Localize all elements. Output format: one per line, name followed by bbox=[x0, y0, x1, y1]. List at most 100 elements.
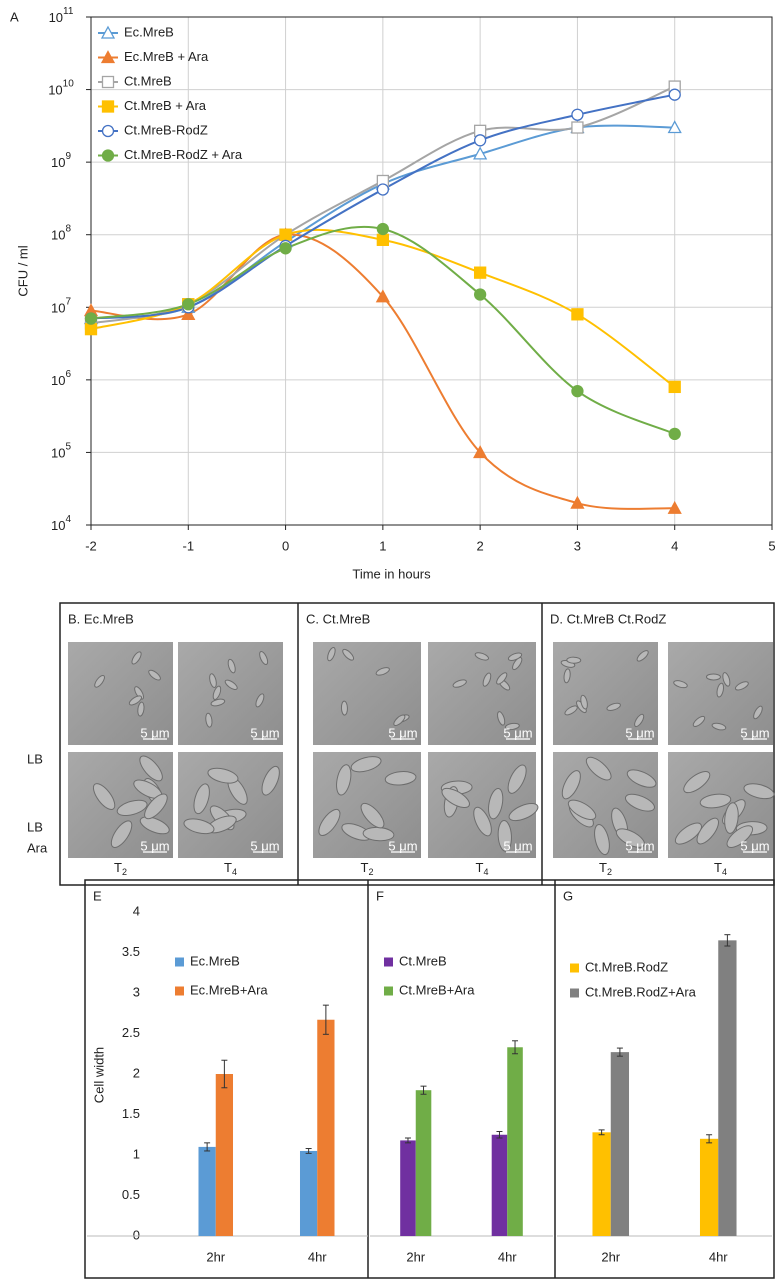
cell bbox=[692, 715, 706, 728]
cell bbox=[696, 817, 720, 845]
column-label: T4 bbox=[224, 860, 237, 877]
cell bbox=[384, 771, 417, 786]
row-label: LB bbox=[27, 819, 43, 834]
cell bbox=[110, 820, 133, 848]
y-tick-label: 1.5 bbox=[122, 1106, 140, 1121]
cell bbox=[342, 648, 355, 661]
marker bbox=[473, 146, 488, 160]
y-tick-label: 0.5 bbox=[122, 1187, 140, 1202]
marker bbox=[100, 25, 116, 39]
column-label-sub: 2 bbox=[607, 867, 612, 877]
error-bar bbox=[512, 1040, 519, 1055]
column-label-letter: T bbox=[714, 860, 722, 875]
cell bbox=[393, 714, 406, 727]
y-tick-exponent: 8 bbox=[65, 223, 71, 234]
y-tick-base: 10 bbox=[51, 446, 65, 461]
column-label: T2 bbox=[361, 860, 374, 877]
column-label-sub: 4 bbox=[722, 867, 727, 877]
scale-bar-label: 5 μm bbox=[250, 838, 279, 853]
y-tick-label: 1010 bbox=[48, 78, 74, 98]
cell bbox=[212, 685, 222, 700]
marker bbox=[473, 266, 487, 279]
cell bbox=[585, 756, 612, 781]
scale-bar-label: 5 μm bbox=[503, 725, 532, 740]
bar bbox=[718, 940, 737, 1236]
x-tick-label: 2hr bbox=[406, 1249, 425, 1264]
cell bbox=[594, 824, 610, 856]
cell bbox=[724, 802, 739, 834]
cell bbox=[624, 793, 655, 812]
x-tick-label: -2 bbox=[85, 538, 97, 553]
cell bbox=[224, 679, 238, 690]
y-tick-label: 3 bbox=[133, 984, 140, 999]
y-tick-label: 2.5 bbox=[122, 1025, 140, 1040]
legend-swatch bbox=[384, 986, 393, 996]
row-label: LB bbox=[27, 751, 43, 766]
marker bbox=[571, 308, 584, 321]
y-tick-label: 2 bbox=[133, 1065, 140, 1080]
marker bbox=[181, 306, 196, 320]
scale-bar-label: 5 μm bbox=[250, 725, 279, 740]
bar bbox=[299, 1150, 318, 1236]
cell bbox=[711, 722, 727, 731]
y-tick-base: 10 bbox=[51, 301, 65, 316]
y-axis-label: Cell width bbox=[91, 1047, 106, 1103]
marker bbox=[376, 183, 390, 196]
panel-label: A bbox=[10, 9, 19, 24]
error-bar bbox=[420, 1085, 427, 1095]
y-axis-label: CFU / ml bbox=[15, 245, 30, 296]
cell bbox=[144, 793, 168, 820]
y-tick-exponent: 4 bbox=[65, 514, 71, 525]
legend-swatch bbox=[175, 957, 184, 967]
marker bbox=[84, 312, 98, 325]
cell bbox=[327, 646, 336, 662]
x-tick-label: 2hr bbox=[601, 1249, 620, 1264]
y-tick-label: 108 bbox=[51, 223, 71, 243]
marker bbox=[668, 88, 681, 101]
panel-title: B. Ec.MreB bbox=[68, 611, 134, 626]
cell bbox=[634, 713, 645, 728]
column-label: T2 bbox=[114, 860, 127, 877]
cell bbox=[255, 693, 265, 708]
scale-bar-label: 5 μm bbox=[740, 838, 769, 853]
legend-swatch bbox=[570, 963, 579, 973]
legend-label: Ct.MreB bbox=[124, 73, 172, 88]
x-tick-label: -1 bbox=[183, 538, 195, 553]
cell bbox=[636, 650, 649, 662]
scale-bar-label: 5 μm bbox=[625, 725, 654, 740]
x-tick-label: 4 bbox=[671, 538, 678, 553]
cell bbox=[183, 818, 215, 835]
cell bbox=[497, 711, 506, 726]
cell bbox=[209, 673, 217, 688]
error-bar bbox=[322, 1004, 329, 1035]
bar bbox=[215, 1074, 234, 1236]
cell bbox=[139, 816, 170, 835]
cell bbox=[375, 667, 390, 676]
marker bbox=[570, 495, 585, 509]
panel-title: D. Ct.MreB Ct.RodZ bbox=[550, 611, 666, 626]
column-label-sub: 4 bbox=[483, 867, 488, 877]
legend-label: Ct.MreB.RodZ+Ara bbox=[585, 984, 697, 999]
column-label-letter: T bbox=[224, 860, 232, 875]
cell bbox=[743, 783, 775, 800]
y-tick-exponent: 9 bbox=[65, 151, 71, 162]
cell bbox=[561, 770, 581, 800]
row-label: Ara bbox=[27, 840, 48, 855]
scale-bar-label: 5 μm bbox=[388, 838, 417, 853]
cell bbox=[753, 705, 763, 720]
bar bbox=[400, 1140, 416, 1236]
marker bbox=[101, 149, 115, 162]
legend-swatch bbox=[175, 986, 184, 996]
x-tick-label: 1 bbox=[379, 538, 386, 553]
y-tick-label: 107 bbox=[51, 296, 71, 316]
cell bbox=[441, 787, 470, 809]
y-tick-label: 104 bbox=[51, 514, 71, 534]
marker bbox=[279, 242, 292, 255]
cell bbox=[207, 767, 239, 784]
marker bbox=[571, 121, 584, 134]
cell bbox=[227, 658, 236, 674]
bar bbox=[415, 1090, 432, 1236]
cell bbox=[210, 698, 226, 707]
bar bbox=[592, 1132, 611, 1236]
x-tick-label: 4hr bbox=[308, 1249, 327, 1264]
